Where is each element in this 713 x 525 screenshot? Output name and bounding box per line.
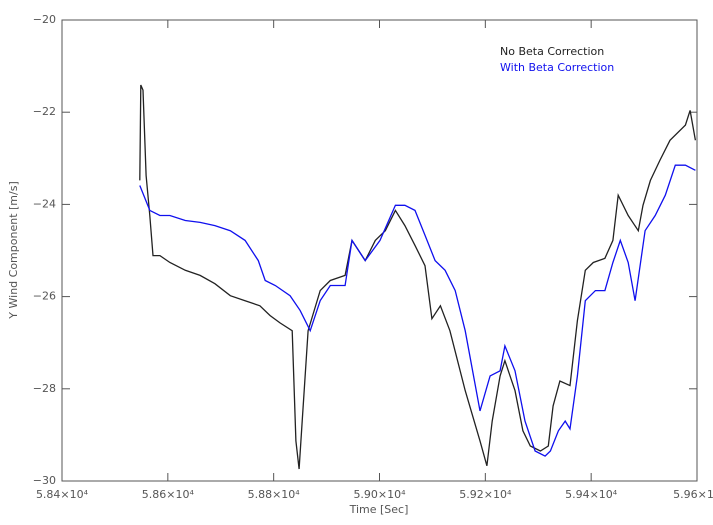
y-tick-label: −22: [33, 105, 56, 118]
y-axis-title: Y Wind Component [m/s]: [7, 181, 20, 319]
y-tick-label: −26: [33, 290, 56, 303]
x-tick-label: 5.86×10⁴: [142, 488, 195, 501]
y-tick-label: −20: [33, 13, 56, 26]
x-tick-label: 5.94×10⁴: [565, 488, 618, 501]
x-tick-label: 5.90×10⁴: [353, 488, 406, 501]
y-tick-label: −30: [33, 474, 56, 487]
x-axis-title: Time [Sec]: [349, 503, 409, 516]
series-line: [139, 164, 696, 457]
x-tick-label: 5.88×10⁴: [248, 488, 301, 501]
legend-label: No Beta Correction: [500, 45, 604, 58]
x-tick-label: 5.96×10: [673, 488, 713, 501]
legend-label: With Beta Correction: [500, 61, 614, 74]
x-tick-label: 5.84×10⁴: [36, 488, 89, 501]
y-tick-label: −28: [33, 382, 56, 395]
series-line: [139, 84, 697, 470]
x-tick-label: 5.92×10⁴: [459, 488, 512, 501]
plot-frame: [61, 19, 698, 482]
y-tick-label: −24: [33, 197, 56, 210]
